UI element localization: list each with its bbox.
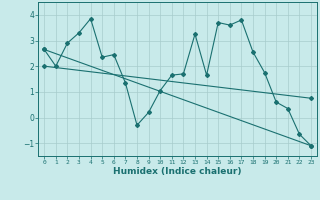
- X-axis label: Humidex (Indice chaleur): Humidex (Indice chaleur): [113, 167, 242, 176]
